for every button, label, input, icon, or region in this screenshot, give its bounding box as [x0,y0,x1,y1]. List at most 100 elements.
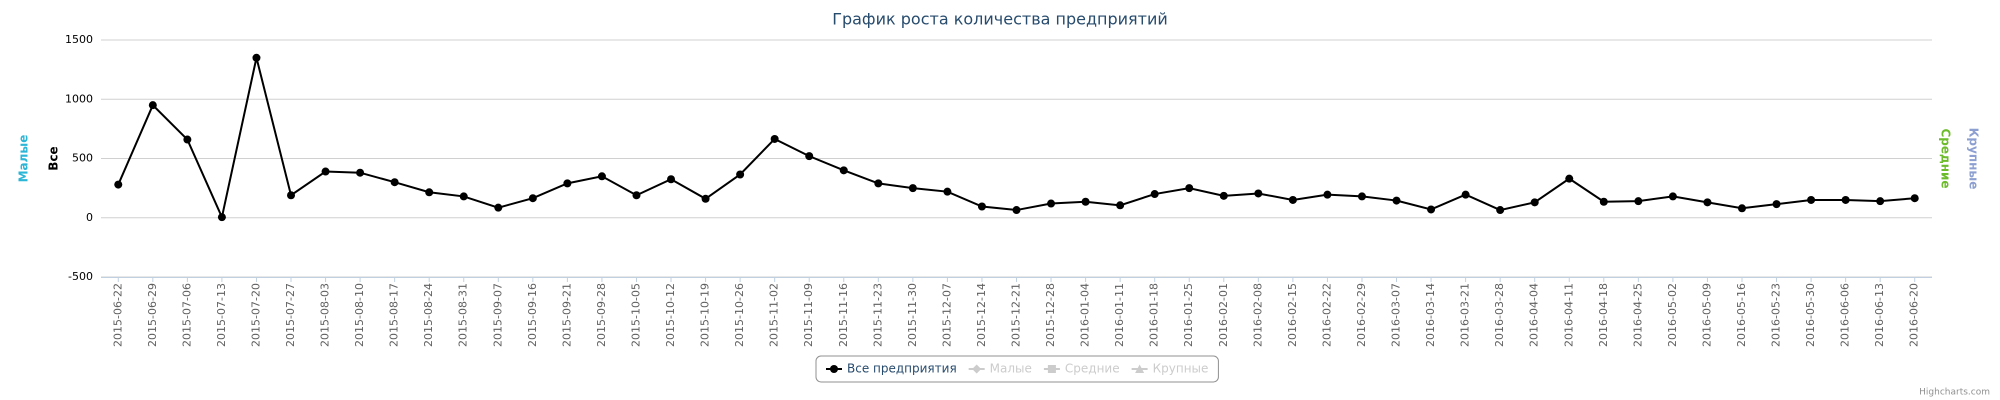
x-tick-label: 2016-05-16 [1735,283,1748,347]
point [1634,197,1643,206]
point [1150,190,1159,199]
point [667,175,676,184]
x-tick-label: 2016-03-07 [1390,283,1403,347]
credits[interactable]: Highcharts.com [1919,388,1990,398]
x-tick-label: 2015-11-30 [906,283,919,347]
point [425,188,434,197]
x-tick-label: 2016-03-21 [1459,283,1472,347]
point [1081,197,1090,206]
x-tick-label: 2015-09-21 [560,283,573,347]
point [1357,192,1366,201]
point [1772,200,1781,209]
x-tick-label: 2016-05-02 [1666,283,1679,347]
point [1876,197,1885,206]
point [1427,205,1436,214]
x-tick-label: 2015-10-12 [664,283,677,347]
point [701,194,710,203]
legend-marker [1135,364,1145,373]
series-line [117,57,1915,221]
point [1841,195,1850,204]
point [943,187,952,196]
point [1668,192,1677,201]
x-tick-label: 2015-12-28 [1044,283,1057,347]
x-tick-label: 2016-03-28 [1493,283,1506,347]
point [908,184,917,193]
y-tick-label: 1500 [65,33,93,46]
point [1116,201,1125,210]
point [1392,196,1401,205]
x-tick-label: 2015-08-31 [457,283,470,347]
x-tick-label: 2015-09-07 [491,283,504,347]
axis-title: Малые [17,135,31,183]
x-tick-label: 2016-01-18 [1148,283,1161,347]
x-tick-label: 2016-04-04 [1528,283,1541,347]
legend-item[interactable]: Крупные [1153,362,1209,376]
x-tick-label: 2015-09-16 [526,283,539,347]
x-tick-label: 2016-02-29 [1355,283,1368,347]
point [1047,199,1056,208]
point [1288,195,1297,204]
point [494,203,503,212]
point [148,101,157,110]
axis-title: Крупные [1967,128,1981,190]
x-tick-label: 2016-06-20 [1908,283,1921,347]
x-tick-label: 2015-08-10 [353,283,366,347]
x-tick-label: 2015-10-26 [733,283,746,347]
point [770,134,779,143]
point [874,179,883,188]
legend-item[interactable]: Малые [990,362,1032,376]
point [252,53,261,62]
x-tick-label: 2016-03-14 [1424,283,1437,347]
x-tick-label: 2015-07-06 [180,283,193,347]
point [736,170,745,179]
point [1910,194,1919,203]
x-tick-label: 2016-05-30 [1804,283,1817,347]
y-tick-label: 0 [86,211,93,224]
legend-item[interactable]: Все предприятия [847,362,957,376]
x-tick-label: 2015-08-17 [388,283,401,347]
x-tick-label: 2015-12-14 [975,283,988,347]
x-tick-label: 2016-06-13 [1873,283,1886,347]
point [356,168,365,177]
x-tick-label: 2016-02-15 [1286,283,1299,347]
point [459,192,468,201]
x-tick-label: 2015-09-28 [595,283,608,347]
axis-title: Все [47,146,61,170]
x-tick-label: 2015-11-09 [802,283,815,347]
point [1807,195,1816,204]
axis-title: Средние [1939,128,1953,188]
legend-box [815,355,1219,383]
x-tick-label: 2015-12-07 [940,283,953,347]
point [839,166,848,175]
x-tick-label: 2015-07-13 [215,283,228,347]
x-tick-label: 2015-06-29 [146,283,159,347]
x-tick-label: 2016-05-09 [1700,283,1713,347]
x-tick-label: 2016-02-01 [1217,283,1230,347]
x-tick-label: 2016-04-11 [1562,283,1575,347]
x-tick-label: 2016-04-18 [1597,283,1610,347]
chart-title: График роста количества предприятий [832,10,1168,29]
point [805,152,814,161]
x-tick-label: 2016-02-08 [1251,283,1264,347]
point [287,191,296,200]
point [1599,197,1608,206]
point [1737,204,1746,213]
x-tick-label: 2016-05-23 [1770,283,1783,347]
x-tick-label: 2015-08-24 [422,283,435,347]
point [1461,190,1470,199]
point [1012,206,1021,215]
x-tick-label: 2016-01-11 [1113,283,1126,347]
x-tick-label: 2015-12-21 [1010,283,1023,347]
x-tick-label: 2016-01-04 [1079,283,1092,347]
point [563,179,572,188]
x-tick-label: 2016-06-06 [1839,283,1852,347]
legend-marker [1047,365,1056,373]
point [1565,174,1574,183]
point [183,135,192,144]
x-tick-label: 2015-11-16 [837,283,850,347]
point [321,167,330,176]
point [217,213,226,222]
legend-item[interactable]: Средние [1065,362,1120,376]
x-tick-label: 2015-10-19 [699,283,712,347]
